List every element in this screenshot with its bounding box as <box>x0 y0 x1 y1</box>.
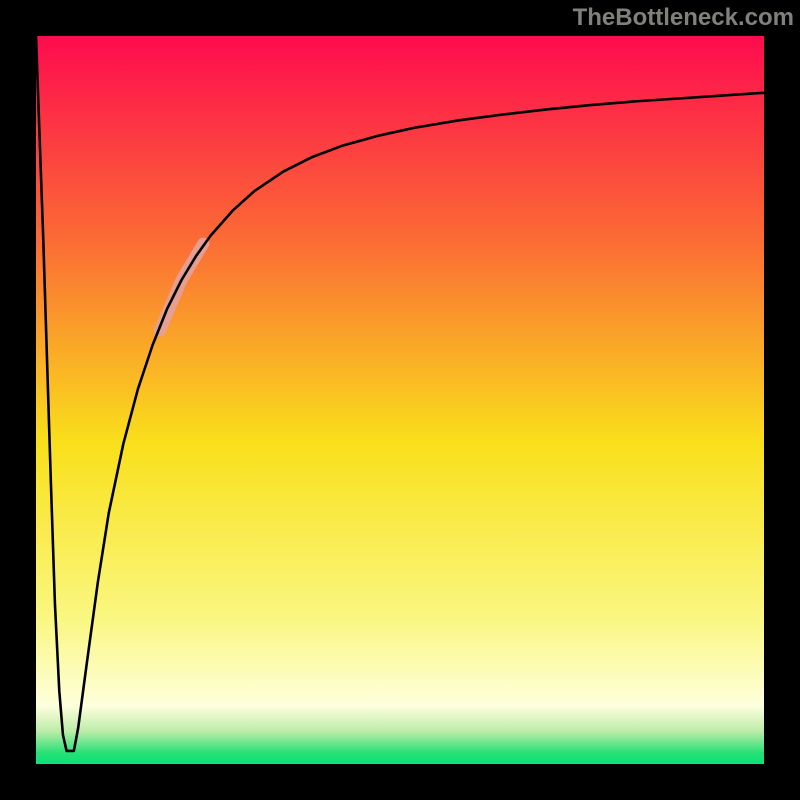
gradient-background <box>36 36 764 764</box>
chart-frame: TheBottleneck.com <box>0 0 800 800</box>
watermark-text: TheBottleneck.com <box>573 4 794 32</box>
chart-svg <box>36 36 764 764</box>
plot-area <box>36 36 764 764</box>
